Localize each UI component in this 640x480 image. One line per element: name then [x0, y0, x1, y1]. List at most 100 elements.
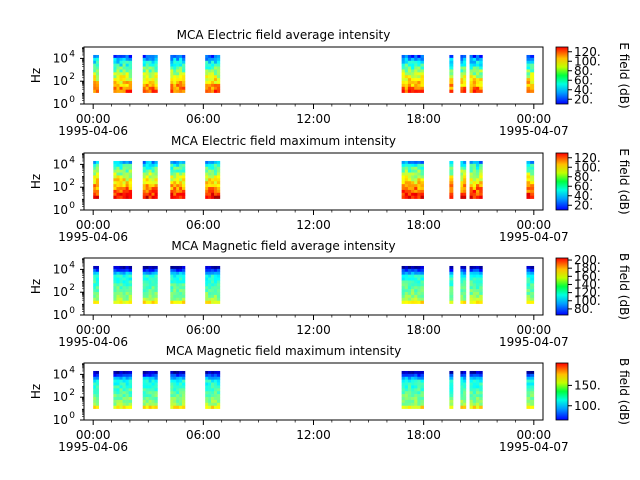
y-tick-label: 10	[53, 308, 68, 322]
data-interval-block	[142, 54, 158, 93]
data-interval-block	[460, 265, 467, 304]
data-interval-block	[113, 265, 133, 304]
x-tick-label: 00:00	[517, 112, 552, 126]
colorbar: 20.40.60.80.100.120. E field (dB)	[555, 42, 631, 109]
data-interval-block	[401, 370, 424, 409]
x-tick-label: 06:00	[186, 428, 221, 442]
colorbar-tick-label: 60.	[574, 179, 593, 193]
data-interval-block	[526, 54, 535, 93]
data-interval-block	[93, 54, 99, 93]
y-tick-label: 10	[53, 285, 68, 299]
colorbar-tick-label: 20.	[574, 92, 593, 106]
x-tick-label: 00:00	[517, 428, 552, 442]
data-interval-block	[469, 370, 483, 409]
colorbar-tick-label: 120.	[574, 286, 601, 300]
data-interval-block	[526, 370, 535, 409]
y-tick-label: 10	[53, 157, 68, 171]
colorbar-label: B field (dB)	[617, 358, 631, 425]
x-tick-label: 00:00	[76, 112, 111, 126]
data-interval-block	[460, 370, 467, 409]
y-tick-label: 10	[53, 413, 68, 427]
x-tick-label: 06:00	[186, 112, 221, 126]
y-tick-exponent: 2	[69, 388, 75, 398]
data-interval-block	[469, 54, 483, 93]
y-tick-label: 10	[53, 203, 68, 217]
x-tick-label: 18:00	[406, 218, 441, 232]
y-axis-label: Hz	[29, 174, 43, 189]
x-tick-label: 00:00	[76, 323, 111, 337]
x-tick-label: 12:00	[296, 428, 331, 442]
data-interval-block	[526, 265, 535, 304]
colorbar-tick-label: 140.	[574, 277, 601, 291]
x-date-label: 1995-04-07	[499, 230, 569, 244]
colorbar-tick-label: 200.	[574, 253, 601, 267]
y-axis-label: Hz	[29, 279, 43, 294]
data-interval-block	[93, 160, 99, 199]
y-axis-label: Hz	[29, 68, 43, 83]
data-interval-block	[170, 54, 186, 93]
panel-title: MCA Magnetic field average intensity	[171, 239, 395, 253]
data-interval-block	[460, 160, 467, 199]
colorbar-gradient	[555, 46, 569, 105]
x-tick-label: 00:00	[76, 218, 111, 232]
x-tick-label: 12:00	[296, 218, 331, 232]
y-tick-exponent: 4	[69, 365, 75, 375]
data-interval-block	[93, 265, 99, 304]
data-interval-block	[401, 265, 424, 304]
data-interval-block	[205, 54, 221, 93]
x-tick-label: 12:00	[296, 323, 331, 337]
x-tick-label: 06:00	[186, 323, 221, 337]
data-interval-block	[469, 265, 483, 304]
y-tick-exponent: 4	[69, 155, 75, 165]
colorbar-tick-label: 40.	[574, 189, 593, 203]
colorbar-label: E field (dB)	[617, 42, 631, 108]
y-tick-label: 10	[53, 74, 68, 88]
x-date-label: 1995-04-07	[499, 335, 569, 349]
data-interval-block	[142, 370, 158, 409]
data-interval-block	[170, 265, 186, 304]
y-tick-exponent: 2	[69, 72, 75, 82]
y-tick-label: 10	[53, 262, 68, 276]
panel-title: MCA Electric field average intensity	[177, 28, 391, 42]
colorbar-tick-label: 80.	[574, 64, 593, 78]
y-axis-label: Hz	[29, 384, 43, 399]
colorbar-tick-label: 40.	[574, 83, 593, 97]
data-interval-block	[526, 160, 535, 199]
colorbar-tick-label: 100.	[574, 399, 601, 413]
y-tick-exponent: 0	[69, 95, 75, 105]
data-interval-block	[170, 370, 186, 409]
colorbar-tick-label: 120.	[574, 45, 601, 59]
data-interval-block	[205, 370, 221, 409]
x-tick-label: 00:00	[517, 218, 552, 232]
x-tick-label: 18:00	[406, 428, 441, 442]
colorbar-tick-label: 160.	[574, 269, 601, 283]
colorbar-tick-label: 100.	[574, 160, 601, 174]
x-tick-label: 00:00	[76, 428, 111, 442]
data-interval-block	[205, 160, 221, 199]
colorbar-gradient	[555, 257, 569, 316]
colorbar: 100. 150. B field (dB)	[555, 358, 631, 425]
colorbar-label: B field (dB)	[617, 253, 631, 320]
y-tick-label: 10	[53, 367, 68, 381]
colorbar-tick-label: 20.	[574, 198, 593, 212]
colorbar-label: E field (dB)	[617, 148, 631, 214]
colorbar-tick-label: 150.	[574, 378, 601, 392]
data-interval-block	[401, 160, 424, 199]
x-tick-label: 00:00	[517, 323, 552, 337]
x-tick-label: 06:00	[186, 218, 221, 232]
y-tick-exponent: 0	[69, 411, 75, 421]
colorbar-tick-label: 80.	[574, 170, 593, 184]
data-interval-block	[170, 160, 186, 199]
colorbar: 20.40.60.80.100.120. E field (dB)	[555, 148, 631, 215]
x-tick-label: 18:00	[406, 323, 441, 337]
y-tick-exponent: 2	[69, 178, 75, 188]
data-interval-block	[113, 160, 133, 199]
data-interval-block	[460, 54, 467, 93]
x-date-label: 1995-04-06	[58, 230, 128, 244]
x-date-label: 1995-04-06	[58, 335, 128, 349]
y-tick-label: 10	[53, 180, 68, 194]
data-interval-block	[93, 370, 99, 409]
